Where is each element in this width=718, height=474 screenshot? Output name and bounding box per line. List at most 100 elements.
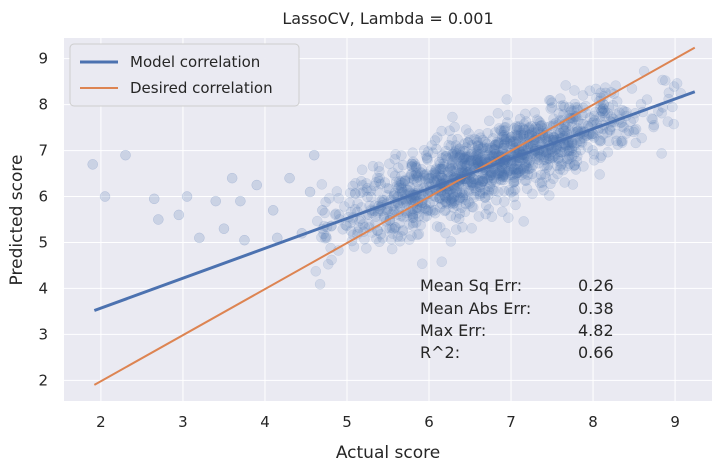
scatter-point — [465, 179, 476, 191]
scatter-point — [513, 124, 525, 136]
scatter-point — [485, 170, 497, 181]
scatter-point — [594, 136, 606, 147]
scatter-point — [512, 130, 523, 142]
scatter-point — [120, 149, 131, 161]
scatter-point — [333, 209, 345, 220]
scatter-point — [421, 210, 433, 222]
scatter-point — [629, 124, 640, 136]
scatter-point — [381, 182, 393, 194]
scatter-point — [569, 159, 580, 171]
scatter-point — [562, 153, 573, 164]
scatter-point — [386, 243, 398, 255]
scatter-point — [388, 204, 400, 216]
scatter-point — [479, 184, 490, 196]
scatter-point — [499, 185, 510, 197]
scatter-point — [519, 168, 531, 179]
scatter-point — [558, 125, 569, 137]
legend-label-model: Model correlation — [130, 53, 260, 71]
scatter-point — [326, 254, 337, 266]
scatter-point — [349, 188, 361, 199]
scatter-point — [312, 215, 323, 227]
scatter-point — [463, 196, 474, 207]
scatter-point — [396, 184, 408, 195]
scatter-point — [569, 159, 580, 171]
scatter-point — [419, 172, 431, 184]
scatter-point — [492, 108, 504, 119]
scatter-point — [447, 162, 459, 174]
scatter-point — [452, 133, 463, 145]
scatter-point — [490, 176, 502, 188]
scatter-point — [558, 124, 570, 135]
scatter-point — [482, 149, 493, 161]
scatter-point — [563, 102, 575, 113]
scatter-point — [483, 204, 495, 215]
scatter-point — [498, 126, 510, 137]
scatter-point — [319, 207, 331, 219]
scatter-point — [449, 195, 460, 207]
scatter-point — [487, 184, 498, 195]
scatter-point — [345, 187, 356, 199]
x-tick-label: 2 — [96, 413, 106, 431]
scatter-point — [538, 154, 550, 166]
scatter-point — [568, 149, 579, 161]
scatter-point — [465, 149, 477, 160]
scatter-point — [656, 148, 667, 159]
scatter-point — [321, 232, 332, 244]
scatter-point — [588, 132, 600, 143]
scatter-point — [546, 102, 558, 113]
scatter-point — [418, 144, 430, 156]
scatter-point — [534, 177, 546, 189]
scatter-point — [596, 150, 607, 161]
scatter-point — [465, 155, 477, 167]
scatter-point — [511, 121, 522, 132]
scatter-point — [348, 241, 360, 252]
scatter-point — [406, 161, 418, 172]
scatter-point — [662, 116, 674, 127]
scatter-point — [471, 154, 483, 166]
scatter-point — [473, 144, 485, 155]
scatter-point — [457, 187, 468, 198]
scatter-point — [424, 197, 435, 209]
scatter-point — [431, 221, 443, 232]
scatter-point — [540, 149, 552, 161]
scatter-point — [436, 198, 448, 210]
scatter-point — [148, 193, 160, 205]
scatter-point — [430, 173, 441, 184]
scatter-point — [488, 185, 500, 197]
scatter-point — [390, 176, 402, 188]
scatter-point — [501, 133, 512, 145]
scatter-point — [497, 206, 508, 217]
scatter-point — [267, 205, 279, 216]
scatter-point — [330, 209, 341, 220]
scatter-point — [493, 186, 504, 198]
chart-title: LassoCV, Lambda = 0.001 — [282, 9, 493, 28]
stats-annotation: Mean Sq Err: 0.26 Mean Abs Err: 0.38 Max… — [420, 276, 614, 362]
scatter-point — [440, 204, 451, 216]
scatter-point — [597, 103, 609, 115]
scatter-point — [442, 153, 453, 164]
scatter-point — [352, 198, 363, 209]
scatter-point — [607, 100, 619, 111]
scatter-point — [430, 165, 441, 176]
scatter-point — [411, 208, 422, 219]
scatter-point — [564, 143, 576, 155]
scatter-point — [355, 187, 366, 199]
scatter-point — [517, 129, 529, 140]
scatter-point — [99, 191, 111, 202]
scatter-point — [615, 136, 627, 147]
scatter-point — [388, 223, 400, 235]
scatter-point — [418, 170, 430, 181]
scatter-point — [448, 191, 460, 203]
scatter-point — [389, 222, 401, 233]
scatter-point — [542, 159, 554, 171]
scatter-point — [466, 139, 478, 151]
scatter-point — [434, 192, 445, 204]
scatter-point — [530, 153, 542, 164]
scatter-point — [578, 118, 589, 130]
scatter-point — [422, 154, 433, 166]
scatter-point — [413, 211, 424, 222]
scatter-point — [604, 125, 616, 136]
scatter-point — [483, 186, 494, 197]
scatter-point — [422, 146, 434, 157]
scatter-point — [464, 186, 475, 197]
